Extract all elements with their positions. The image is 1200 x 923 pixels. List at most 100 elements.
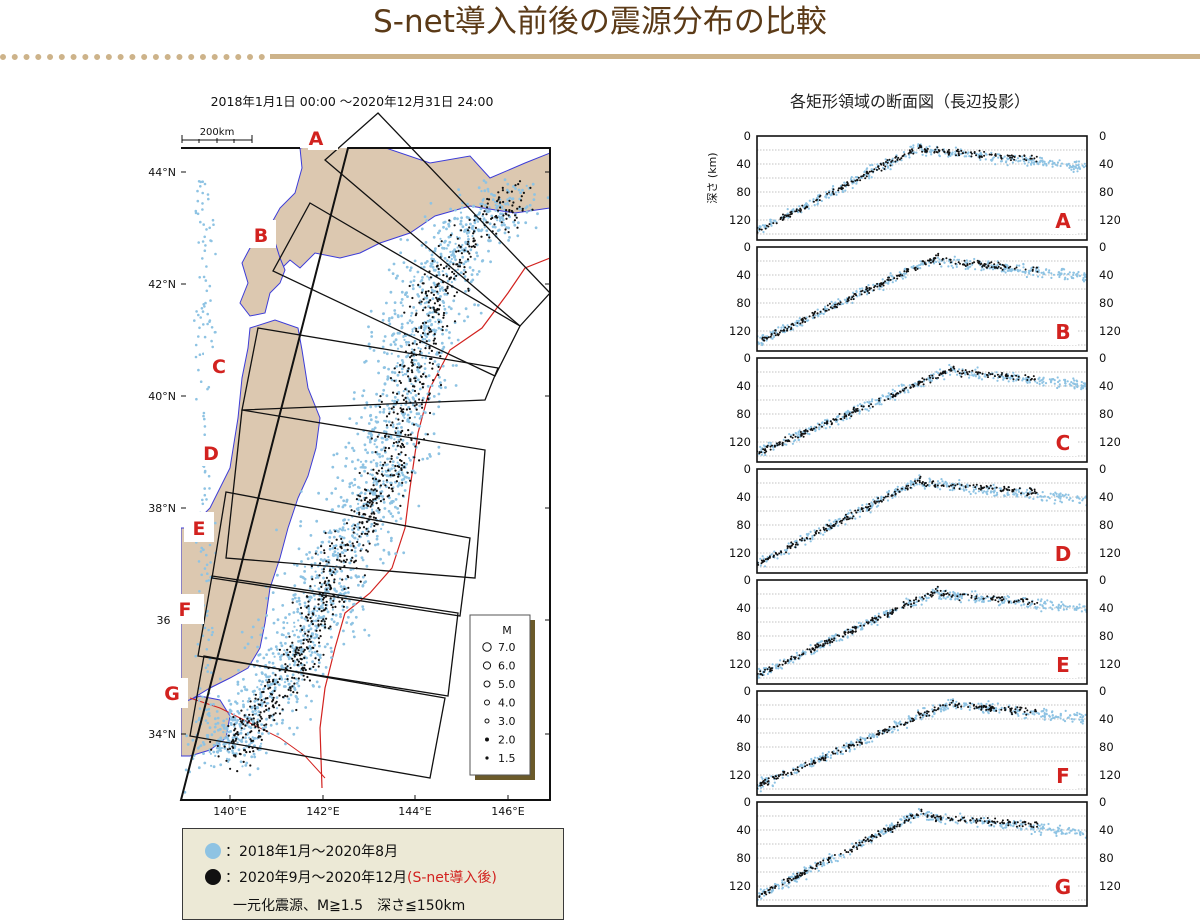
epicenter-before	[247, 725, 251, 729]
epicenter-before	[375, 462, 379, 465]
epicenter-after	[448, 267, 451, 270]
epicenter-before	[295, 681, 299, 685]
epicenter-after	[309, 640, 312, 644]
epicenter-before	[533, 193, 536, 196]
hypocenter-before	[1072, 377, 1075, 380]
epicenter-after	[411, 385, 415, 388]
epicenter-after	[330, 603, 333, 607]
hypocenter-before	[806, 432, 809, 435]
hypocenter-after	[937, 254, 940, 257]
epicenter-before	[201, 498, 204, 502]
epicenter-before	[244, 736, 247, 740]
epicenter-before	[374, 404, 378, 408]
hypocenter-after	[887, 398, 890, 400]
epicenter-after	[431, 259, 434, 263]
hypocenter-before	[858, 287, 861, 290]
epicenter-before	[354, 574, 358, 578]
epicenter-before	[382, 548, 386, 552]
epicenter-after	[333, 581, 336, 584]
epicenter-before	[514, 187, 517, 190]
epicenter-after	[300, 612, 303, 615]
epicenter-before	[389, 290, 393, 294]
epicenter-before	[404, 334, 407, 337]
epicenter-after	[249, 738, 252, 741]
epicenter-before	[364, 466, 367, 469]
region-label-bg	[308, 124, 338, 150]
epicenter-after	[375, 496, 378, 499]
epicenter-after	[318, 629, 322, 632]
hypocenter-before	[928, 379, 932, 382]
epicenter-before	[517, 188, 521, 192]
epicenter-before	[210, 326, 214, 329]
hypocenter-after	[846, 300, 849, 303]
hypocenter-after	[916, 267, 919, 270]
epicenter-after	[389, 460, 392, 463]
hypocenter-before	[1040, 379, 1043, 382]
epicenter-after	[442, 316, 445, 319]
hypocenter-before	[994, 163, 997, 166]
epicenter-before	[432, 328, 436, 332]
epicenter-after	[395, 480, 398, 483]
hypocenter-after	[781, 444, 784, 447]
epicenter-before	[471, 278, 475, 282]
hypocenter-after	[894, 160, 897, 163]
hypocenter-before	[824, 195, 827, 198]
hypocenter-after	[1004, 374, 1007, 377]
epicenter-before	[334, 572, 337, 576]
epicenter-before	[471, 268, 475, 272]
epicenter-before	[385, 394, 389, 398]
epicenter-before	[281, 718, 285, 722]
hypocenter-after	[773, 332, 776, 335]
epicenter-before	[411, 348, 414, 351]
epicenter-before	[341, 608, 345, 612]
epicenter-after	[469, 255, 472, 258]
epicenter-before	[331, 546, 335, 550]
epicenter-after	[289, 650, 292, 654]
epicenter-after	[379, 484, 382, 487]
hypocenter-before	[921, 153, 924, 156]
hypocenter-after	[921, 260, 924, 263]
hypocenter-after	[896, 274, 899, 277]
hypocenter-after	[1032, 266, 1035, 269]
hypocenter-before	[871, 163, 874, 167]
epicenter-before	[421, 356, 424, 359]
hypocenter-after	[950, 369, 953, 372]
hypocenter-after	[978, 149, 981, 152]
epicenter-before	[318, 644, 321, 648]
hypocenter-before	[816, 422, 819, 425]
epicenter-after	[421, 322, 425, 325]
hypocenter-before	[1080, 388, 1083, 391]
epicenter-before	[293, 633, 296, 637]
epicenter-before	[467, 235, 470, 238]
epicenter-after	[236, 770, 239, 773]
epicenter-after	[260, 717, 263, 720]
epicenter-after	[436, 264, 439, 267]
hypocenter-after	[799, 210, 802, 213]
epicenter-after	[424, 321, 428, 324]
hypocenter-after	[802, 435, 805, 438]
epicenter-before	[257, 731, 261, 734]
hypocenter-after	[818, 195, 821, 198]
epicenter-before	[499, 198, 502, 201]
hypocenter-after	[1025, 159, 1028, 162]
epicenter-before	[361, 608, 365, 611]
hypocenter-after	[832, 188, 835, 191]
epicenter-before	[207, 197, 210, 201]
epicenter-before	[342, 519, 345, 522]
hypocenter-after	[801, 204, 804, 207]
hypocenter-before	[1042, 271, 1045, 274]
hypocenter-before	[822, 424, 825, 427]
epicenter-before	[423, 326, 426, 329]
hypocenter-before	[1050, 272, 1053, 275]
hypocenter-after	[1015, 266, 1018, 269]
epicenter-before	[277, 652, 281, 656]
epicenter-before	[259, 633, 263, 637]
epicenter-before	[405, 355, 408, 359]
epicenter-before	[371, 493, 375, 496]
hypocenter-after	[888, 158, 891, 161]
hypocenter-after	[950, 261, 952, 264]
hypocenter-before	[816, 308, 819, 311]
epicenter-before	[453, 254, 457, 258]
hypocenter-before	[832, 520, 835, 523]
